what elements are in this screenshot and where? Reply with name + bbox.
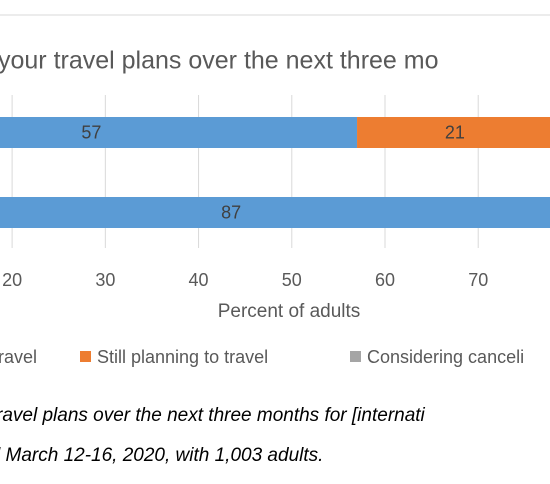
x-tick-label: 70 — [468, 270, 488, 290]
footnote: l March 12-16, 2020, with 1,003 adults. — [0, 445, 323, 466]
x-tick-label: 50 — [282, 270, 302, 290]
legend-swatch — [80, 351, 91, 362]
legend-label: ravel — [0, 347, 37, 367]
value-label: 57 — [81, 122, 101, 142]
value-label: 21 — [445, 122, 465, 142]
value-label: 87 — [221, 202, 241, 222]
bar — [357, 117, 550, 148]
footnote: ravel plans over the next three months f… — [0, 405, 426, 426]
legend-swatch — [350, 351, 361, 362]
x-tick-label: 30 — [95, 270, 115, 290]
bar — [0, 117, 358, 148]
x-axis-label: Percent of adults — [218, 301, 361, 322]
x-tick-label: 60 — [375, 270, 395, 290]
x-tick-label: 20 — [2, 270, 22, 290]
bar — [0, 197, 550, 228]
chart-title: your travel plans over the next three mo — [0, 47, 439, 75]
x-tick-label: 40 — [189, 270, 209, 290]
legend-label: Considering canceli — [367, 347, 524, 367]
legend-label: Still planning to travel — [97, 347, 268, 367]
